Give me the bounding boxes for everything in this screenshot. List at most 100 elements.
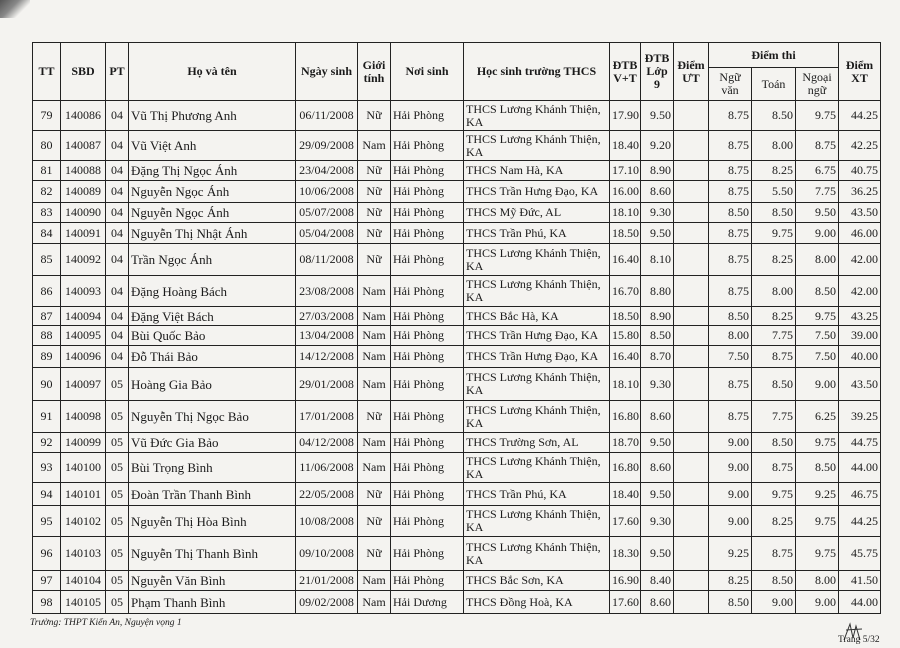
header-diem-thi: Điểm thi (707, 42, 840, 68)
table-row: 93 140100 05 Bùi Trọng Bình 11/06/2008 Nam Hải… (32, 452, 882, 483)
cell-dob: 27/03/2008 (295, 306, 358, 326)
cell-pt: 05 (105, 400, 129, 433)
cell-dtb-vt: 16.90 (609, 570, 641, 591)
cell-birthplace: Hải Phòng (390, 345, 464, 368)
cell-diem-ut (673, 222, 709, 244)
cell-dob: 10/08/2008 (295, 505, 358, 537)
cell-gender: Nam (357, 325, 391, 346)
cell-dtb-lop9: 8.60 (640, 590, 674, 614)
cell-dtb-lop9: 9.50 (640, 222, 674, 244)
cell-dtb-vt: 17.10 (609, 160, 641, 181)
cell-ngoai-ngu: 8.50 (794, 275, 840, 307)
cell-tt: 90 (32, 367, 61, 401)
cell-dob: 29/01/2008 (295, 367, 358, 401)
table-row: 85 140092 04 Trần Ngọc Ánh 08/11/2008 Nữ Hải P… (32, 243, 882, 276)
cell-tt: 83 (32, 202, 61, 223)
cell-ngu-van: 8.50 (708, 202, 752, 223)
cell-ngu-van: 8.75 (708, 130, 752, 161)
cell-diem-xt: 43.50 (838, 202, 882, 223)
table-row: 98 140105 05 Phạm Thanh Bình 09/02/2008 Nam Hả… (32, 590, 882, 614)
cell-dtb-vt: 16.70 (609, 275, 641, 307)
cell-school: THCS Trần Hưng Đạo, KA (463, 180, 610, 203)
cell-dob: 05/07/2008 (295, 202, 358, 223)
cell-dtb-vt: 16.80 (609, 400, 641, 433)
cell-name: Nguyễn Thị Nhật Ánh (128, 222, 296, 244)
table-row: 82 140089 04 Nguyễn Ngọc Ánh 10/06/2008 Nữ Hải… (32, 180, 882, 203)
cell-dtb-lop9: 8.70 (640, 345, 674, 368)
cell-toan: 8.50 (751, 432, 796, 453)
cell-dtb-lop9: 9.30 (640, 367, 674, 401)
cell-diem-ut (673, 432, 709, 453)
cell-pt: 04 (105, 306, 129, 326)
cell-gender: Nữ (357, 160, 391, 181)
cell-toan: 9.75 (751, 482, 796, 506)
cell-dtb-vt: 18.10 (609, 367, 641, 401)
cell-name: Trần Ngọc Ánh (128, 243, 296, 276)
cell-pt: 05 (105, 505, 129, 537)
cell-dtb-vt: 17.90 (609, 100, 641, 131)
cell-birthplace: Hải Phòng (390, 243, 464, 276)
cell-pt: 04 (105, 130, 129, 161)
cell-name: Đặng Việt Bách (128, 306, 296, 326)
cell-tt: 97 (32, 570, 61, 591)
cell-tt: 81 (32, 160, 61, 181)
cell-name: Vũ Đức Gia Bảo (128, 432, 296, 453)
cell-diem-xt: 45.75 (838, 536, 882, 571)
cell-ngu-van: 9.00 (708, 452, 752, 483)
cell-dtb-lop9: 8.10 (640, 243, 674, 276)
cell-ngu-van: 8.50 (708, 306, 752, 326)
cell-sbd: 140086 (60, 100, 106, 131)
cell-dob: 22/05/2008 (295, 482, 358, 506)
cell-dtb-vt: 16.80 (609, 452, 641, 483)
cell-birthplace: Hải Phòng (390, 325, 464, 346)
cell-dtb-vt: 18.10 (609, 202, 641, 223)
cell-gender: Nữ (357, 243, 391, 276)
cell-toan: 7.75 (751, 400, 796, 433)
cell-ngu-van: 8.75 (708, 222, 752, 244)
cell-school: THCS Lương Khánh Thiện, KA (463, 400, 610, 433)
cell-gender: Nam (357, 570, 391, 591)
cell-toan: 8.75 (751, 452, 796, 483)
cell-dtb-vt: 18.40 (609, 130, 641, 161)
header-gender: Giới tính (357, 42, 391, 101)
cell-dtb-lop9: 9.20 (640, 130, 674, 161)
cell-tt: 86 (32, 275, 61, 307)
cell-tt: 96 (32, 536, 61, 571)
cell-tt: 92 (32, 432, 61, 453)
cell-toan: 9.75 (751, 222, 796, 244)
table-row: 95 140102 05 Nguyễn Thị Hòa Bình 10/08/2008 N… (32, 505, 882, 537)
cell-dtb-lop9: 9.30 (640, 505, 674, 537)
table-row: 94 140101 05 Đoàn Trần Thanh Bình 22/05/2008… (32, 482, 882, 506)
cell-diem-xt: 44.00 (838, 590, 882, 614)
table-row: 97 140104 05 Nguyễn Văn Bình 21/01/2008 Nam Hả… (32, 570, 882, 591)
cell-dtb-lop9: 8.90 (640, 160, 674, 181)
table-row: 84 140091 04 Nguyễn Thị Nhật Ánh 05/04/2008 N… (32, 222, 882, 244)
cell-dtb-lop9: 8.60 (640, 180, 674, 203)
cell-birthplace: Hải Phòng (390, 202, 464, 223)
cell-ngoai-ngu: 6.75 (794, 160, 840, 181)
cell-school: THCS Nam Hà, KA (463, 160, 610, 181)
header-dtb-vt: ĐTB V+T (609, 42, 641, 101)
table-row: 91 140098 05 Nguyễn Thị Ngọc Bảo 17/01/2008 N… (32, 400, 882, 433)
cell-birthplace: Hải Dương (390, 590, 464, 614)
cell-name: Bùi Quốc Bảo (128, 325, 296, 346)
cell-dob: 29/09/2008 (295, 130, 358, 161)
cell-ngoai-ngu: 9.00 (794, 590, 840, 614)
cell-dob: 17/01/2008 (295, 400, 358, 433)
cell-diem-xt: 46.75 (838, 482, 882, 506)
cell-pt: 05 (105, 536, 129, 571)
cell-toan: 8.50 (751, 202, 796, 223)
cell-dob: 23/04/2008 (295, 160, 358, 181)
cell-ngoai-ngu: 9.00 (794, 367, 840, 401)
cell-tt: 98 (32, 590, 61, 614)
cell-diem-xt: 42.25 (838, 130, 882, 161)
cell-dtb-vt: 18.50 (609, 306, 641, 326)
footer-note: Trường: THPT Kiến An, Nguyện vọng 1 (30, 618, 182, 628)
cell-ngoai-ngu: 9.75 (794, 505, 840, 537)
cell-ngoai-ngu: 7.75 (794, 180, 840, 203)
cell-sbd: 140096 (60, 345, 106, 368)
cell-tt: 80 (32, 130, 61, 161)
cell-diem-ut (673, 505, 709, 537)
cell-name: Bùi Trọng Bình (128, 452, 296, 483)
cell-name: Nguyễn Thị Thanh Bình (128, 536, 296, 571)
